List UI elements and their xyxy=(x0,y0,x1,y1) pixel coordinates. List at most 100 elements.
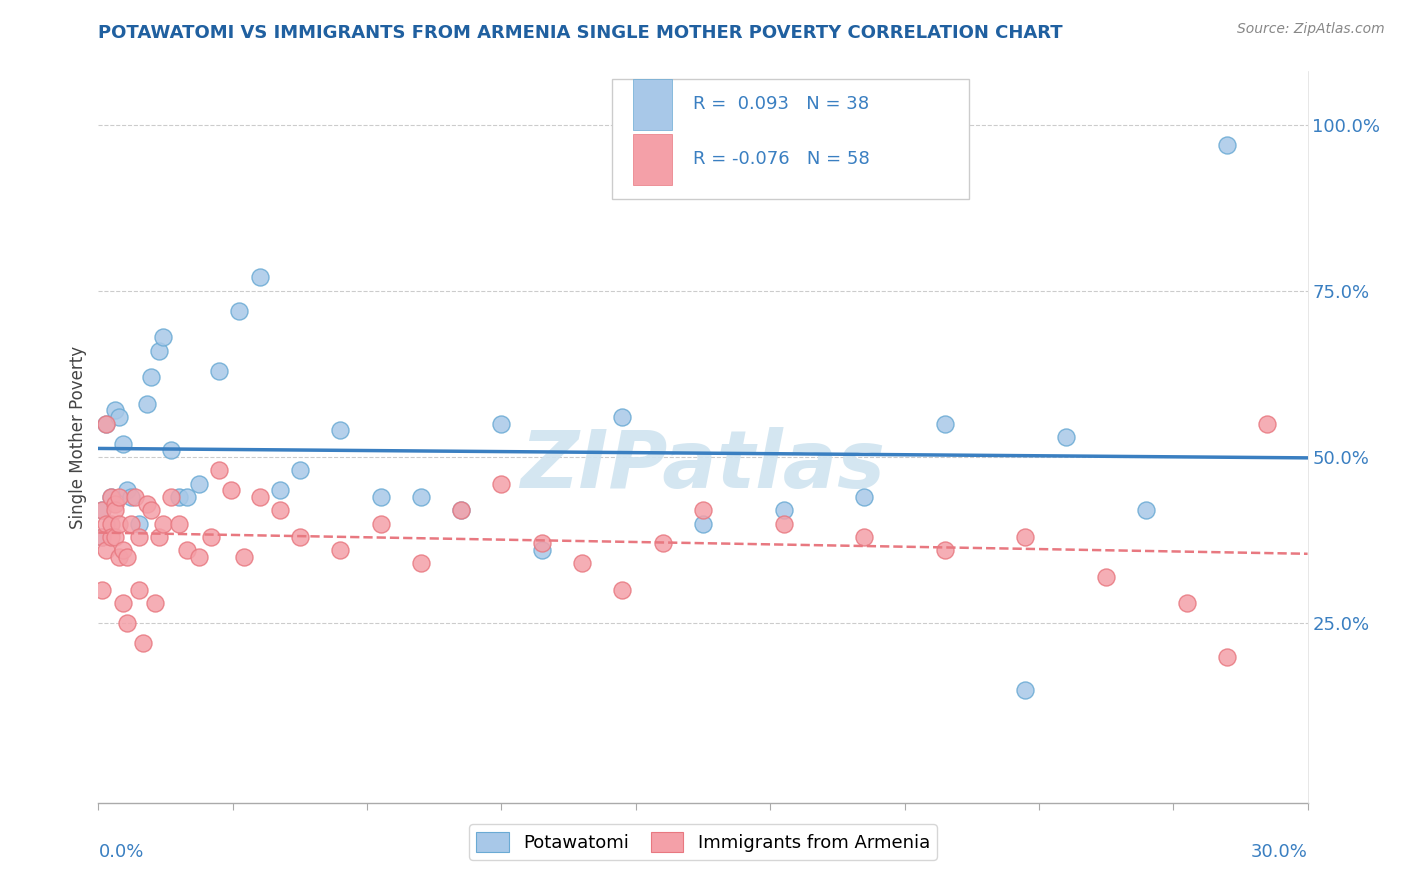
Point xyxy=(1216,649,1239,664)
Point xyxy=(100,490,122,504)
Point xyxy=(132,636,155,650)
Point xyxy=(124,490,146,504)
Text: R =  0.093   N = 38: R = 0.093 N = 38 xyxy=(693,95,869,113)
Point xyxy=(370,490,392,504)
Point xyxy=(143,596,166,610)
Point xyxy=(772,516,794,531)
Point xyxy=(103,403,125,417)
Point xyxy=(96,516,118,531)
Point xyxy=(269,503,291,517)
Point xyxy=(208,363,231,377)
Point xyxy=(152,516,174,531)
Point xyxy=(91,582,114,597)
Point xyxy=(692,503,714,517)
Point xyxy=(1175,596,1198,610)
Point xyxy=(329,543,352,558)
Point xyxy=(107,516,129,531)
Point xyxy=(148,343,170,358)
Point xyxy=(188,476,211,491)
Point xyxy=(160,490,183,504)
Point xyxy=(651,536,673,550)
Point xyxy=(232,549,254,564)
Point xyxy=(107,549,129,564)
Text: R = -0.076   N = 58: R = -0.076 N = 58 xyxy=(693,150,870,168)
Point xyxy=(1135,503,1157,517)
Point xyxy=(491,476,513,491)
Point xyxy=(288,463,311,477)
Point xyxy=(128,530,150,544)
Point xyxy=(1216,137,1239,152)
Point xyxy=(176,490,198,504)
Point xyxy=(139,370,162,384)
Point xyxy=(91,530,114,544)
Point xyxy=(450,503,472,517)
Point xyxy=(167,516,190,531)
Bar xyxy=(633,78,672,130)
Point xyxy=(1095,570,1118,584)
Point xyxy=(853,530,876,544)
Point xyxy=(249,490,271,504)
Point xyxy=(139,503,162,517)
Point xyxy=(115,483,138,498)
Point xyxy=(176,543,198,558)
Point xyxy=(128,516,150,531)
Point xyxy=(160,443,183,458)
Point xyxy=(228,303,250,318)
Point xyxy=(111,596,134,610)
Point xyxy=(329,424,352,438)
Text: 30.0%: 30.0% xyxy=(1251,843,1308,861)
Point xyxy=(200,530,222,544)
Point xyxy=(409,490,432,504)
Legend: Potawatomi, Immigrants from Armenia: Potawatomi, Immigrants from Armenia xyxy=(470,824,936,860)
Point xyxy=(111,436,134,450)
Point xyxy=(288,530,311,544)
Point xyxy=(571,557,593,571)
Y-axis label: Single Mother Poverty: Single Mother Poverty xyxy=(69,345,87,529)
Point xyxy=(152,330,174,344)
Text: POTAWATOMI VS IMMIGRANTS FROM ARMENIA SINGLE MOTHER POVERTY CORRELATION CHART: POTAWATOMI VS IMMIGRANTS FROM ARMENIA SI… xyxy=(98,24,1063,42)
Point xyxy=(115,549,138,564)
Point xyxy=(135,497,157,511)
Point xyxy=(96,543,118,558)
Point xyxy=(128,582,150,597)
Point xyxy=(91,530,114,544)
Point xyxy=(96,417,118,431)
Point xyxy=(269,483,291,498)
Point xyxy=(692,516,714,531)
Point xyxy=(103,530,125,544)
Point xyxy=(167,490,190,504)
Point xyxy=(96,417,118,431)
Point xyxy=(188,549,211,564)
Point xyxy=(100,516,122,531)
Point xyxy=(530,536,553,550)
Point xyxy=(612,410,634,425)
Point xyxy=(612,582,634,597)
Point xyxy=(1054,430,1077,444)
Point xyxy=(370,516,392,531)
Point xyxy=(772,503,794,517)
Point xyxy=(1014,530,1036,544)
Point xyxy=(208,463,231,477)
Point xyxy=(450,503,472,517)
Point xyxy=(103,497,125,511)
Point xyxy=(91,503,114,517)
Point xyxy=(934,543,956,558)
Point xyxy=(100,530,122,544)
Point xyxy=(491,417,513,431)
Point xyxy=(107,410,129,425)
Text: 0.0%: 0.0% xyxy=(98,843,143,861)
Text: Source: ZipAtlas.com: Source: ZipAtlas.com xyxy=(1237,22,1385,37)
Point xyxy=(530,543,553,558)
Point xyxy=(409,557,432,571)
FancyBboxPatch shape xyxy=(613,78,969,200)
Point xyxy=(120,490,142,504)
Point xyxy=(853,490,876,504)
Point xyxy=(115,616,138,631)
Point xyxy=(249,270,271,285)
Point xyxy=(91,503,114,517)
Point xyxy=(103,503,125,517)
Point xyxy=(111,543,134,558)
Point xyxy=(1014,682,1036,697)
Point xyxy=(100,490,122,504)
Point xyxy=(148,530,170,544)
